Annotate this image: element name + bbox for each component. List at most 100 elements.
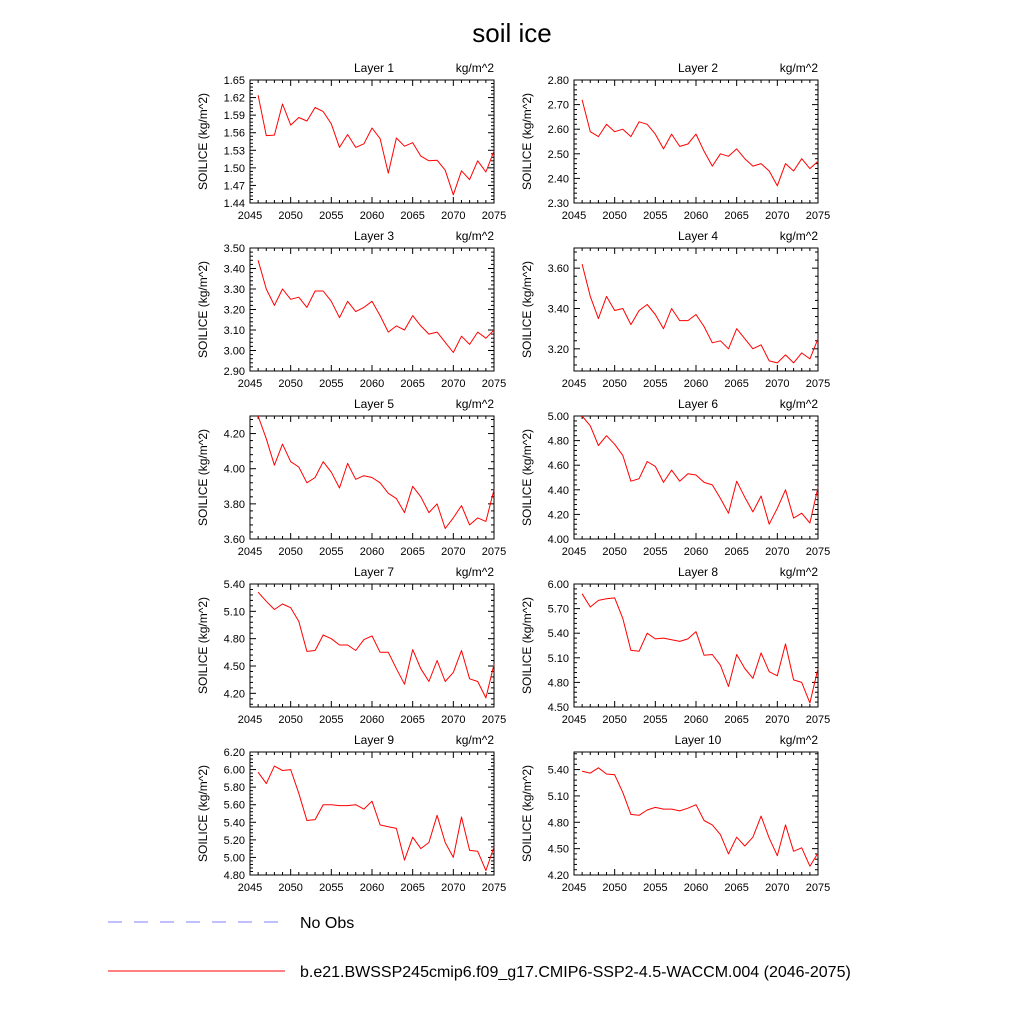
y-tick-label: 4.80 bbox=[548, 817, 569, 829]
y-tick-label: 4.60 bbox=[548, 460, 569, 472]
panel-layer-7: Layer 7 kg/m^2 SOILICE (kg/m^2) 2045 2050 205… bbox=[196, 565, 506, 726]
y-tick-label: 5.40 bbox=[548, 628, 569, 640]
y-axis-label: SOILICE (kg/m^2) bbox=[196, 93, 210, 190]
y-tick-label: 4.00 bbox=[224, 464, 245, 476]
x-tick-label: 2075 bbox=[806, 714, 830, 726]
panel-layer-6: Layer 6 kg/m^2 SOILICE (kg/m^2) 2045 2050 205… bbox=[520, 397, 830, 558]
panel-title: Layer 9 bbox=[354, 733, 394, 747]
y-tick-label: 2.50 bbox=[548, 149, 569, 161]
x-tick-label: 2045 bbox=[238, 210, 262, 222]
y-tick-label: 4.40 bbox=[548, 485, 569, 497]
panel-title: Layer 3 bbox=[354, 229, 394, 243]
y-axis-label: SOILICE (kg/m^2) bbox=[520, 597, 534, 694]
y-tick-label: 3.60 bbox=[224, 534, 245, 546]
y-tick-label: 4.80 bbox=[548, 436, 569, 448]
series-line bbox=[581, 99, 819, 187]
panel-layer-1: Layer 1 kg/m^2 SOILICE (kg/m^2) 2045 2050 205… bbox=[196, 61, 506, 222]
x-tick-label: 2065 bbox=[400, 714, 424, 726]
y-tick-label: 4.80 bbox=[224, 634, 245, 646]
x-tick-label: 2070 bbox=[441, 546, 465, 558]
panel-title: Layer 2 bbox=[678, 61, 718, 75]
plot-frame bbox=[573, 415, 819, 540]
legend: No Obs b.e21.BWSSP245cmip6.f09_g17.CMIP6… bbox=[108, 915, 851, 981]
y-tick-label: 1.59 bbox=[224, 110, 245, 122]
y-tick-label: 5.80 bbox=[224, 782, 245, 794]
panel-units: kg/m^2 bbox=[456, 397, 495, 411]
series-line bbox=[581, 767, 819, 867]
panel-layer-10: Layer 10 kg/m^2 SOILICE (kg/m^2) 2045 2050 20… bbox=[520, 733, 830, 894]
y-axis-label: SOILICE (kg/m^2) bbox=[196, 261, 210, 358]
x-tick-label: 2070 bbox=[765, 210, 789, 222]
x-tick-label: 2075 bbox=[806, 378, 830, 390]
x-tick-label: 2060 bbox=[684, 546, 708, 558]
x-tick-label: 2070 bbox=[765, 714, 789, 726]
x-tick-label: 2065 bbox=[400, 546, 424, 558]
plot-frame bbox=[573, 583, 819, 708]
x-tick-label: 2065 bbox=[724, 210, 748, 222]
x-tick-label: 2065 bbox=[400, 378, 424, 390]
y-tick-label: 5.10 bbox=[548, 653, 569, 665]
panel-title: Layer 1 bbox=[354, 61, 394, 75]
x-tick-label: 2070 bbox=[441, 378, 465, 390]
y-tick-label: 1.56 bbox=[224, 128, 245, 140]
x-tick-label: 2045 bbox=[238, 714, 262, 726]
panel-units: kg/m^2 bbox=[456, 565, 495, 579]
x-tick-label: 2055 bbox=[643, 714, 667, 726]
x-tick-label: 2050 bbox=[602, 714, 626, 726]
y-tick-label: 6.20 bbox=[224, 747, 245, 759]
x-tick-label: 2065 bbox=[724, 714, 748, 726]
x-tick-label: 2045 bbox=[562, 882, 586, 894]
x-tick-label: 2055 bbox=[319, 546, 343, 558]
plot-frame bbox=[249, 583, 495, 708]
y-tick-label: 4.20 bbox=[548, 509, 569, 521]
panel-units: kg/m^2 bbox=[780, 565, 819, 579]
y-tick-label: 3.20 bbox=[548, 344, 569, 356]
x-tick-label: 2050 bbox=[602, 210, 626, 222]
y-tick-label: 4.20 bbox=[224, 429, 245, 441]
x-tick-label: 2055 bbox=[643, 210, 667, 222]
x-tick-label: 2075 bbox=[482, 378, 506, 390]
y-tick-label: 5.20 bbox=[224, 835, 245, 847]
x-tick-label: 2075 bbox=[482, 210, 506, 222]
x-tick-label: 2075 bbox=[806, 546, 830, 558]
x-tick-label: 2055 bbox=[319, 210, 343, 222]
y-tick-label: 4.20 bbox=[224, 688, 245, 700]
y-tick-label: 1.53 bbox=[224, 145, 245, 157]
x-tick-label: 2065 bbox=[400, 882, 424, 894]
y-tick-label: 2.80 bbox=[548, 75, 569, 87]
y-tick-label: 1.44 bbox=[224, 198, 245, 210]
x-tick-label: 2070 bbox=[441, 210, 465, 222]
panel-units: kg/m^2 bbox=[456, 61, 495, 75]
x-tick-label: 2045 bbox=[562, 714, 586, 726]
y-tick-label: 5.40 bbox=[224, 817, 245, 829]
panel-title: Layer 4 bbox=[678, 229, 718, 243]
panel-title: Layer 10 bbox=[675, 733, 722, 747]
series-line bbox=[257, 415, 495, 529]
y-tick-label: 3.40 bbox=[224, 264, 245, 276]
y-tick-label: 5.40 bbox=[548, 765, 569, 777]
x-tick-label: 2045 bbox=[238, 882, 262, 894]
x-tick-label: 2075 bbox=[482, 714, 506, 726]
y-axis-label: SOILICE (kg/m^2) bbox=[196, 429, 210, 526]
x-tick-label: 2045 bbox=[562, 546, 586, 558]
panel-units: kg/m^2 bbox=[780, 229, 819, 243]
x-tick-label: 2075 bbox=[806, 210, 830, 222]
y-tick-label: 1.47 bbox=[224, 180, 245, 192]
y-tick-label: 5.10 bbox=[548, 791, 569, 803]
y-tick-label: 1.65 bbox=[224, 75, 245, 87]
x-tick-label: 2065 bbox=[724, 882, 748, 894]
y-tick-label: 4.50 bbox=[548, 844, 569, 856]
y-tick-label: 3.20 bbox=[224, 305, 245, 317]
panel-units: kg/m^2 bbox=[780, 61, 819, 75]
y-tick-label: 3.10 bbox=[224, 325, 245, 337]
series-line bbox=[581, 593, 819, 704]
panel-layer-4: Layer 4 kg/m^2 SOILICE (kg/m^2) 2045 2050 205… bbox=[520, 229, 830, 390]
y-tick-label: 2.70 bbox=[548, 100, 569, 112]
x-tick-label: 2060 bbox=[360, 210, 384, 222]
x-tick-label: 2055 bbox=[319, 882, 343, 894]
series-line bbox=[581, 263, 819, 364]
x-tick-label: 2055 bbox=[319, 714, 343, 726]
panel-title: Layer 5 bbox=[354, 397, 394, 411]
x-tick-label: 2060 bbox=[360, 378, 384, 390]
